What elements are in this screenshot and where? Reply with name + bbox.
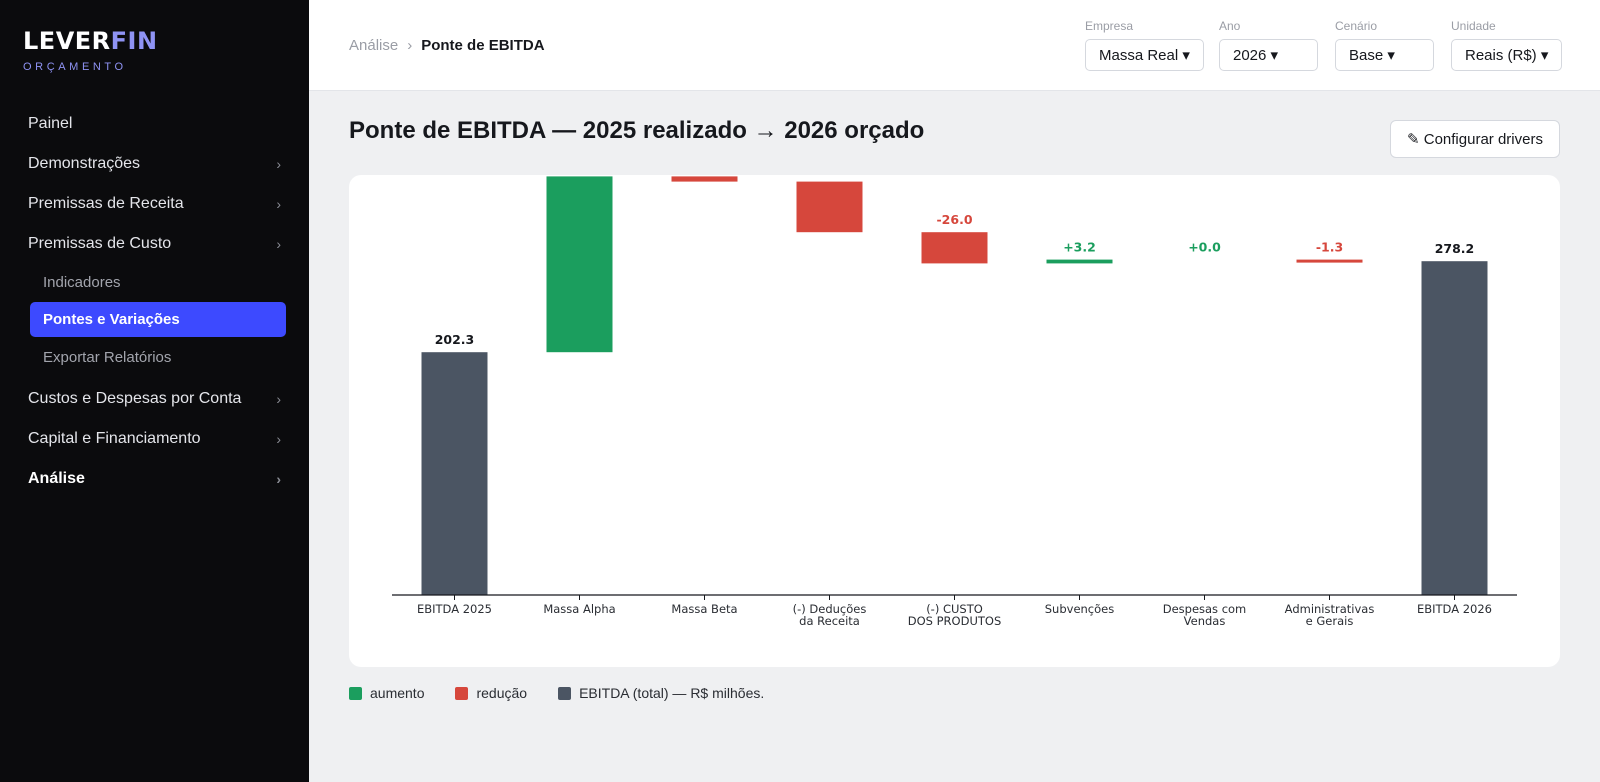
sidebar-item-label: Análise <box>28 470 85 487</box>
data-label-6: +0.0 <box>1188 240 1221 255</box>
bar-4 <box>921 232 988 264</box>
filter-empresa: Empresa Massa Real ▾ <box>1085 19 1204 71</box>
ano-select[interactable]: 2026 ▾ <box>1219 39 1318 71</box>
filter-unidade: Unidade Reais (R$) ▾ <box>1451 19 1563 71</box>
brand-name: LEVERFIN <box>23 27 158 55</box>
bar-0 <box>421 352 488 595</box>
sidebar-item-premissas-custo[interactable]: Premissas de Custo › <box>0 224 309 264</box>
sidebar-item-custos-despesas[interactable]: Custos e Despesas por Conta › <box>0 379 309 419</box>
brand-subtitle: ORÇAMENTO <box>23 61 127 73</box>
sidebar-item-label: Capital e Financiamento <box>28 430 201 447</box>
legend-label: redução <box>476 685 528 701</box>
x-tick-label-line: (-) Deduções <box>793 602 867 616</box>
topbar: Análise › Ponte de EBITDA Empresa Massa … <box>309 0 1600 91</box>
legend-swatch-increase <box>349 686 362 700</box>
data-label-5: +3.2 <box>1063 240 1096 255</box>
x-tick-label-line: e Gerais <box>1306 614 1354 628</box>
bar-1 <box>546 176 613 353</box>
x-tick-label-5: Subvenções <box>1045 602 1114 616</box>
filter-label: Unidade <box>1451 19 1496 33</box>
filter-label: Ano <box>1219 19 1241 33</box>
data-label-4: -26.0 <box>936 212 972 227</box>
bar-7 <box>1296 259 1363 263</box>
bar-3 <box>796 181 863 233</box>
data-label-3: -42.2 <box>811 175 847 177</box>
page-title: Ponte de EBITDA — 2025 realizado → 2026 … <box>349 117 925 144</box>
x-tick-label-line: da Receita <box>799 614 860 628</box>
filter-label: Cenário <box>1335 19 1378 33</box>
x-tick-label-line: DOS PRODUTOS <box>908 614 1002 628</box>
chart-legend: aumento redução EBITDA (total) — R$ milh… <box>349 685 795 701</box>
sidebar-item-analise[interactable]: Análise › <box>0 459 309 499</box>
chevron-right-icon: › <box>276 156 281 172</box>
x-tick-label-8: EBITDA 2026 <box>1417 602 1492 616</box>
breadcrumb-root[interactable]: Análise <box>349 37 399 54</box>
sidebar-subitem-label: Pontes e Variações <box>43 311 180 328</box>
x-tick-label-line: (-) CUSTO <box>926 602 983 616</box>
legend-item-decrease: redução <box>455 685 527 701</box>
sidebar-item-label: Custos e Despesas por Conta <box>28 390 242 407</box>
data-label-0: 202.3 <box>435 332 475 347</box>
sidebar: LEVERFIN ORÇAMENTO Painel Demonstrações … <box>0 0 309 782</box>
sidebar-item-label: Premissas de Receita <box>28 195 184 212</box>
sidebar-subitem-indicadores[interactable]: Indicadores <box>0 264 309 300</box>
data-label-7: -1.3 <box>1316 240 1343 255</box>
x-tick-label-line: EBITDA 2025 <box>417 602 492 616</box>
sidebar-item-label: Premissas de Custo <box>28 235 172 252</box>
x-tick-label-line: Vendas <box>1184 614 1226 628</box>
cenario-select[interactable]: Base ▾ <box>1335 39 1434 71</box>
breadcrumb-separator: › <box>407 37 413 54</box>
bar-5 <box>1046 259 1113 264</box>
breadcrumb: Análise › Ponte de EBITDA <box>349 37 545 54</box>
sidebar-item-premissas-receita[interactable]: Premissas de Receita › <box>0 184 309 224</box>
x-tick-label-line: Administrativas <box>1285 602 1375 616</box>
legend-label: aumento <box>370 685 425 701</box>
x-tick-label-0: EBITDA 2025 <box>417 602 492 616</box>
x-tick-label-line: Despesas com <box>1163 602 1247 616</box>
x-tick-label-7: Administrativas e Gerais <box>1285 602 1375 628</box>
chevron-right-icon: › <box>276 431 281 447</box>
x-tick-label-line: EBITDA 2026 <box>1417 602 1492 616</box>
bar-2 <box>671 176 738 182</box>
filter-cenario: Cenário Base ▾ <box>1335 19 1434 71</box>
configure-drivers-button[interactable]: ✎ Configurar drivers <box>1390 120 1560 158</box>
sidebar-subitem-label: Exportar Relatórios <box>43 348 172 366</box>
x-tick-label-4: (-) CUSTO DOS PRODUTOS <box>908 602 1002 628</box>
x-tick-label-line: Massa Alpha <box>543 602 615 616</box>
sidebar-item-capital-financiamento[interactable]: Capital e Financiamento › <box>0 419 309 459</box>
chevron-right-icon: › <box>276 236 281 252</box>
sidebar-subitem-pontes-variacoes[interactable]: Pontes e Variações <box>30 302 286 337</box>
empresa-select[interactable]: Massa Real ▾ <box>1085 39 1204 71</box>
data-label-8: 278.2 <box>1435 241 1475 256</box>
unidade-select[interactable]: Reais (R$) ▾ <box>1451 39 1563 71</box>
sidebar-subitem-label: Indicadores <box>43 273 121 291</box>
sidebar-item-label: Demonstrações <box>28 155 141 172</box>
chevron-right-icon: › <box>276 471 281 487</box>
breadcrumb-current: Ponte de EBITDA <box>421 37 545 54</box>
sidebar-nav: Painel Demonstrações › Premissas de Rece… <box>0 104 309 499</box>
sidebar-subitem-exportar-relatorios[interactable]: Exportar Relatórios <box>0 339 309 375</box>
legend-swatch-total <box>558 686 572 700</box>
chevron-right-icon: › <box>276 391 281 407</box>
x-tick-label-line: Massa Beta <box>671 602 737 616</box>
legend-item-increase: aumento <box>349 685 424 701</box>
x-tick-label-line: Subvenções <box>1045 602 1114 616</box>
sidebar-item-demonstracoes[interactable]: Demonstrações › <box>0 144 309 184</box>
legend-swatch-decrease <box>455 686 469 700</box>
x-tick-label-1: Massa Alpha <box>543 602 615 616</box>
x-tick-label-2: Massa Beta <box>671 602 737 616</box>
filter-label: Empresa <box>1085 19 1134 33</box>
chevron-right-icon: › <box>276 196 281 212</box>
sidebar-item-label: Painel <box>28 115 73 132</box>
bar-8 <box>1421 261 1488 595</box>
brand-logo[interactable]: LEVERFIN ORÇAMENTO <box>23 27 158 73</box>
sidebar-item-painel[interactable]: Painel <box>0 104 309 144</box>
x-tick-label-3: (-) Deduções da Receita <box>793 602 867 628</box>
legend-item-total: EBITDA (total) — R$ milhões. <box>558 685 764 701</box>
legend-label: EBITDA (total) — R$ milhões. <box>579 685 765 701</box>
filter-ano: Ano 2026 ▾ <box>1219 19 1318 71</box>
x-tick-label-6: Despesas com Vendas <box>1163 602 1247 628</box>
